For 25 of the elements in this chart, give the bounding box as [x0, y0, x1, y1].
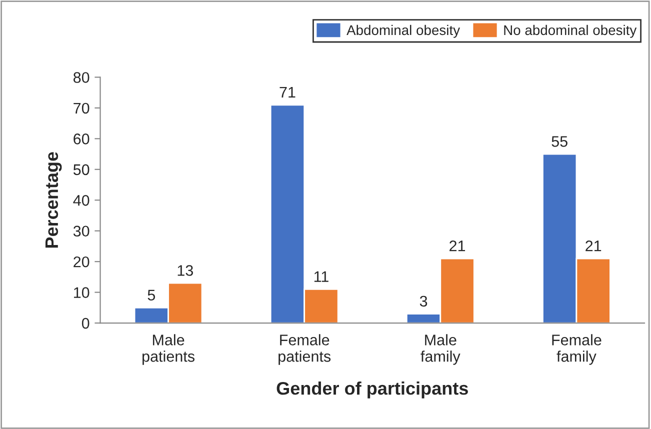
data-label: 21 [586, 240, 602, 252]
x-tick-label: Female family [552, 334, 602, 365]
data-label: 71 [280, 87, 296, 98]
x-tick-label: Female patients [278, 334, 331, 365]
data-label: 5 [148, 290, 156, 300]
y-tick-label: 0 [82, 318, 90, 329]
y-tick-label: 30 [73, 226, 90, 237]
y-tick-label: 10 [74, 287, 90, 298]
y-tick-label: 50 [73, 164, 90, 176]
data-label: 11 [314, 271, 328, 282]
data-label: 21 [450, 240, 466, 252]
x-tick-label: Male family [420, 334, 460, 365]
data-label: 3 [420, 296, 428, 307]
y-tick-label: 40 [73, 194, 90, 206]
x-tick-label: Male patients [142, 334, 194, 365]
y-tick-label: 80 [74, 72, 90, 83]
legend-label: No abdominal obesity [504, 24, 637, 38]
data-label: 13 [178, 265, 193, 276]
legend-label: Abdominal obesity [346, 24, 460, 38]
data-label: 55 [552, 136, 568, 147]
y-tick-label: 20 [74, 256, 90, 268]
y-axis-title: Percentage [45, 152, 62, 248]
x-axis-title: Gender of participants [276, 382, 468, 398]
y-tick-label: 70 [74, 102, 90, 114]
y-tick-label: 60 [74, 134, 90, 144]
